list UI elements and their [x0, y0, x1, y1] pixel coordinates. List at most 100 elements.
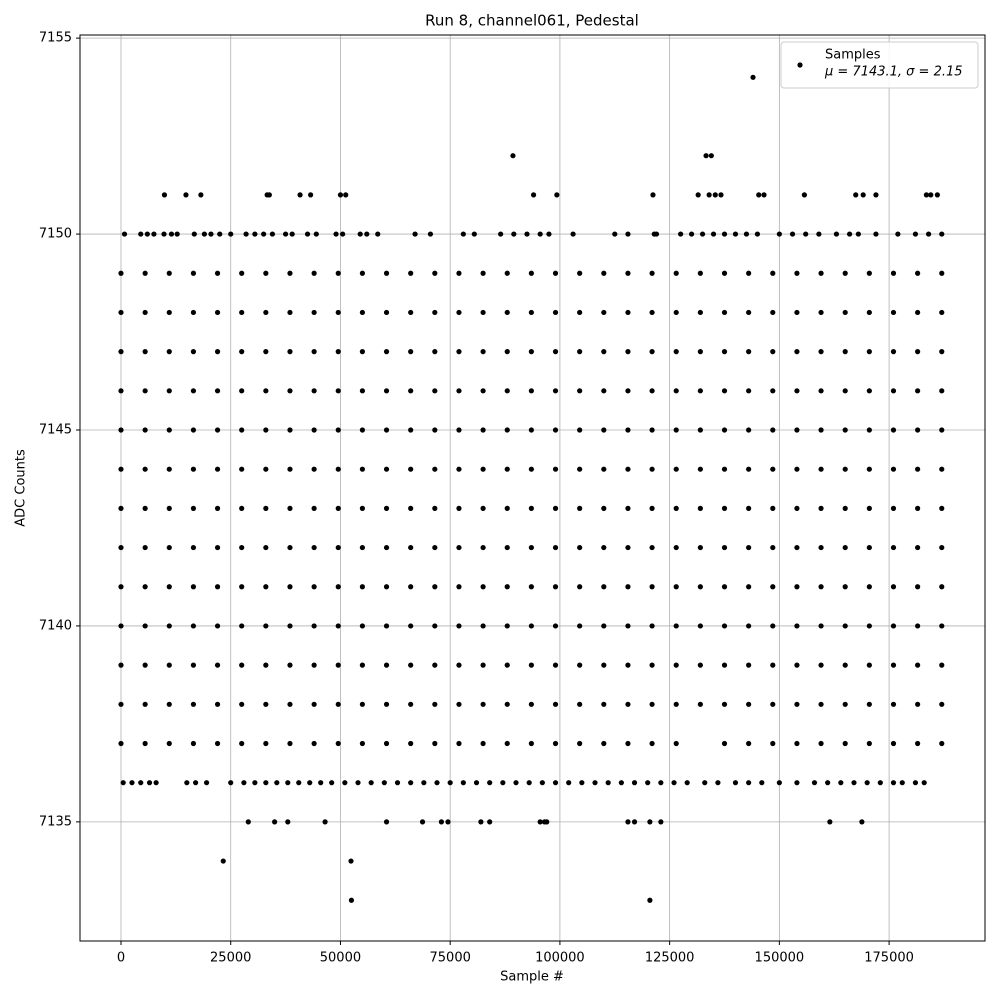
- point: [166, 544, 172, 551]
- point: [335, 584, 341, 590]
- point: [625, 270, 631, 276]
- point: [537, 231, 543, 237]
- point: [190, 466, 197, 472]
- point: [381, 780, 387, 786]
- point: [335, 662, 341, 668]
- point: [263, 701, 269, 707]
- point: [939, 584, 945, 590]
- point: [923, 192, 930, 198]
- point: [263, 388, 269, 394]
- point: [408, 662, 414, 668]
- point: [239, 740, 245, 747]
- point: [939, 270, 945, 276]
- point: [866, 349, 872, 355]
- point: [746, 427, 752, 433]
- point: [890, 349, 897, 355]
- point: [239, 544, 245, 551]
- point: [592, 780, 598, 786]
- point: [625, 388, 631, 394]
- point: [166, 270, 172, 276]
- point: [311, 349, 317, 355]
- point: [939, 388, 945, 394]
- point: [890, 623, 897, 629]
- point: [818, 427, 824, 433]
- point: [552, 309, 559, 316]
- point: [456, 466, 462, 472]
- point: [146, 780, 153, 786]
- point: [287, 309, 293, 316]
- point: [142, 544, 148, 551]
- point: [776, 780, 782, 786]
- x-tick-label: 75000: [430, 951, 471, 966]
- point: [697, 466, 703, 472]
- point: [239, 427, 245, 433]
- point: [794, 544, 800, 551]
- point: [915, 388, 921, 394]
- point: [504, 662, 510, 668]
- point: [770, 544, 776, 551]
- point: [915, 623, 921, 629]
- point: [649, 623, 655, 629]
- point: [673, 584, 679, 590]
- point: [625, 427, 631, 433]
- point: [359, 662, 365, 668]
- point: [245, 819, 251, 825]
- point: [359, 544, 365, 551]
- point: [456, 349, 462, 355]
- point: [289, 231, 295, 237]
- point: [456, 505, 462, 511]
- point: [673, 662, 679, 668]
- point: [220, 858, 226, 864]
- point: [228, 231, 234, 237]
- point: [625, 740, 631, 747]
- point: [915, 349, 921, 355]
- point: [144, 231, 150, 237]
- point: [138, 231, 144, 237]
- point: [263, 662, 269, 668]
- point: [118, 623, 124, 629]
- point: [311, 505, 317, 511]
- point: [118, 388, 124, 394]
- point: [480, 388, 486, 394]
- point: [552, 505, 559, 511]
- point: [649, 505, 655, 511]
- point: [842, 427, 848, 433]
- point: [432, 701, 438, 707]
- point: [688, 231, 695, 237]
- point: [552, 349, 559, 355]
- point: [649, 309, 655, 316]
- point: [756, 192, 762, 198]
- point: [504, 349, 510, 355]
- x-tick-label: 50000: [320, 951, 361, 966]
- point: [866, 309, 872, 316]
- point: [939, 662, 945, 668]
- point: [873, 231, 879, 237]
- point: [239, 349, 245, 355]
- point: [308, 192, 314, 198]
- point: [480, 309, 486, 316]
- plot-frame: [79, 34, 986, 942]
- point: [842, 505, 848, 511]
- point: [337, 192, 344, 198]
- point: [118, 466, 124, 472]
- point: [915, 427, 921, 433]
- point: [142, 505, 148, 511]
- point: [383, 466, 390, 472]
- point: [355, 780, 361, 786]
- point: [261, 231, 267, 237]
- point: [746, 309, 752, 316]
- point: [866, 544, 872, 551]
- point: [432, 662, 438, 668]
- point: [311, 623, 317, 629]
- point: [287, 623, 293, 629]
- point: [649, 270, 655, 276]
- point: [480, 662, 486, 668]
- point: [601, 623, 607, 629]
- point: [631, 819, 638, 825]
- point: [359, 427, 365, 433]
- point: [649, 388, 655, 394]
- point: [118, 349, 124, 355]
- point: [577, 270, 583, 276]
- point: [842, 270, 848, 276]
- point: [605, 780, 611, 786]
